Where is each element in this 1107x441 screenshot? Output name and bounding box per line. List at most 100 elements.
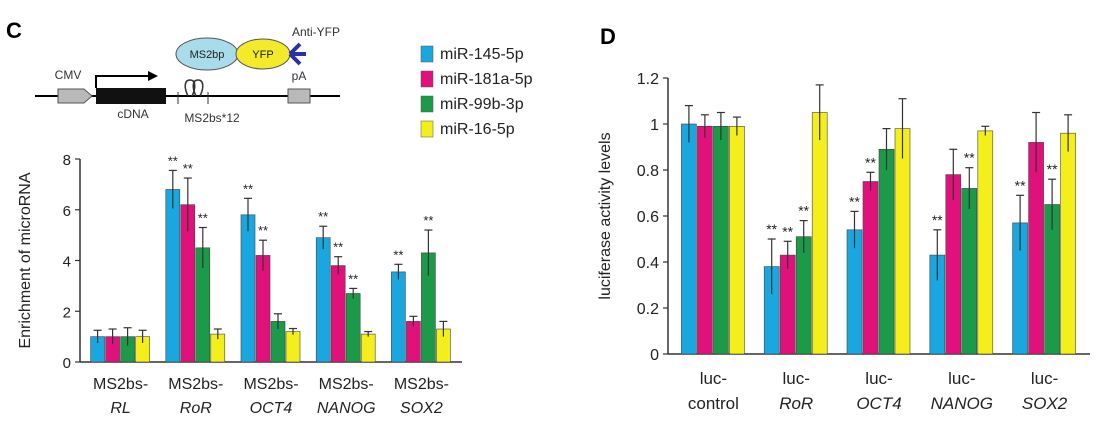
legend-swatch-miR-16-5p: [420, 120, 434, 138]
bar-miR-16-5p-SOX2: [1060, 132, 1076, 355]
significance-mark: **: [348, 271, 358, 286]
category-label-prefix: luc-: [782, 369, 809, 388]
anti-yfp-label: Anti-YFP: [292, 25, 340, 39]
pa-block: [287, 88, 311, 104]
category-label-prefix: MS2bs-: [243, 376, 298, 393]
construct-diagram: CMV cDNA MS2bs*12 pA MS2bp YFP Anti-YFP: [35, 25, 340, 125]
panel-label-c: C: [6, 18, 22, 43]
significance-mark: **: [198, 211, 208, 226]
y-axis-label: Enrichment of microRNA: [17, 172, 34, 348]
y-axis-label: luciferase activity levels: [597, 132, 614, 299]
panel-label-d: D: [600, 24, 616, 49]
legend-label-miR-99b-3p: miR-99b-3p: [440, 96, 524, 113]
bar-miR-16-5p-control: [729, 126, 745, 355]
chart-d-luciferase: 0 0.2 0.4 0.6 0.8 1 1.2 luciferase activity lev…: [597, 71, 1090, 413]
bar-miR-181a-5p-NANOG: [330, 265, 346, 363]
bar-miR-181a-5p-SOX2: [1028, 142, 1044, 355]
ms2-hairpin-1: [184, 79, 196, 97]
y-tick-label: 0.2: [637, 301, 659, 318]
category-label-name: control: [688, 394, 739, 413]
category-label-prefix: luc-: [1031, 369, 1058, 388]
cdna-block: [96, 88, 166, 104]
significance-mark: **: [168, 153, 178, 168]
y-tick-label: 8: [63, 152, 71, 169]
bar-miR-181a-5p-control: [697, 126, 713, 355]
bar-miR-16-5p-RoR: [811, 112, 828, 355]
category-label-name: RoR: [779, 394, 813, 413]
significance-mark: **: [333, 240, 343, 255]
category-label-prefix: luc-: [865, 369, 892, 388]
y-tick-label: 0.6: [637, 209, 659, 226]
significance-mark: **: [798, 203, 809, 219]
significance-mark: **: [782, 223, 793, 239]
bar-miR-16-5p-NANOG: [977, 130, 994, 355]
legend-label-miR-145-5p: miR-145-5p: [440, 46, 524, 63]
bar-miR-181a-5p-OCT4: [255, 255, 271, 363]
significance-mark: **: [183, 161, 193, 176]
y-tick-label: 0.4: [637, 255, 659, 272]
significance-mark: **: [932, 212, 943, 228]
category-label-prefix: MS2bs-: [168, 376, 223, 393]
bar-miR-99b-3p-OCT4: [878, 149, 895, 355]
bar-miR-99b-3p-NANOG: [961, 188, 978, 355]
chart-c-enrichment: 0 2 4 6 8 Enrichment of microRNA MS2bs- RL ** ** *…: [17, 152, 462, 417]
category-label-name: SOX2: [1022, 394, 1068, 413]
transcription-start-arrow: [95, 75, 148, 88]
category-label-prefix: MS2bs-: [394, 376, 449, 393]
category-label-name: SOX2: [400, 400, 443, 417]
bar-miR-145-5p-NANOG: [315, 237, 331, 363]
bar-miR-99b-3p-control: [713, 126, 729, 355]
cmv-label: CMV: [55, 68, 82, 82]
bar-miR-181a-5p-OCT4: [862, 181, 879, 355]
bar-miR-145-5p-OCT4: [240, 214, 256, 363]
category-label-name: RL: [110, 400, 130, 417]
bar-miR-145-5p-control: [681, 123, 697, 355]
significance-mark: **: [964, 150, 975, 166]
y-tick-label: 0: [63, 355, 71, 372]
legend-swatch-miR-181a-5p: [420, 70, 434, 88]
legend-swatch-miR-99b-3p: [420, 95, 434, 113]
significance-mark: **: [1047, 161, 1058, 177]
anti-yfp-antibody: [288, 42, 306, 66]
bar-miR-99b-3p-NANOG: [345, 293, 361, 363]
significance-mark: **: [318, 209, 328, 224]
significance-mark: **: [849, 193, 860, 209]
ms2bs-label: MS2bs*12: [184, 111, 240, 125]
yfp-label: YFP: [252, 49, 273, 61]
bar-miR-16-5p-OCT4: [285, 331, 301, 363]
category-label-prefix: MS2bs-: [319, 376, 374, 393]
bar-miR-145-5p-OCT4: [846, 229, 863, 355]
significance-mark: **: [1015, 177, 1026, 193]
category-label-name: OCT4: [250, 400, 293, 417]
bar-miR-99b-3p-RoR: [795, 236, 812, 355]
y-tick-label: 4: [63, 254, 71, 271]
bar-miR-145-5p-SOX2: [391, 271, 406, 363]
transcription-arrow-head: [148, 71, 158, 81]
y-tick-label: 0: [650, 347, 659, 364]
legend-swatch-miR-145-5p: [420, 45, 434, 63]
category-label-name: NANOG: [931, 394, 993, 413]
significance-mark: **: [243, 181, 253, 196]
legend-label-miR-16-5p: miR-16-5p: [440, 121, 515, 138]
significance-mark: **: [258, 223, 268, 238]
cdna-label: cDNA: [117, 107, 148, 121]
category-label-name: RoR: [180, 400, 212, 417]
category-label-name: NANOG: [317, 400, 376, 417]
significance-mark: **: [766, 221, 777, 237]
y-tick-label: 6: [63, 203, 71, 220]
significance-mark: **: [423, 213, 433, 228]
category-label-name: OCT4: [856, 394, 901, 413]
category-label-prefix: luc-: [700, 369, 727, 388]
bar-miR-181a-5p-RoR: [779, 254, 796, 355]
category-label-prefix: luc-: [948, 369, 975, 388]
pa-label: pA: [292, 69, 307, 83]
y-tick-label: 2: [63, 304, 71, 321]
y-tick-label: 1.2: [637, 71, 659, 88]
y-tick-label: 0.8: [637, 163, 659, 180]
significance-mark: **: [865, 154, 876, 170]
bar-miR-16-5p-OCT4: [894, 128, 911, 355]
bar-miR-16-5p-NANOG: [360, 333, 376, 363]
ms2bp-label: MS2bp: [190, 49, 225, 61]
cmv-promoter-shape: [57, 88, 93, 104]
